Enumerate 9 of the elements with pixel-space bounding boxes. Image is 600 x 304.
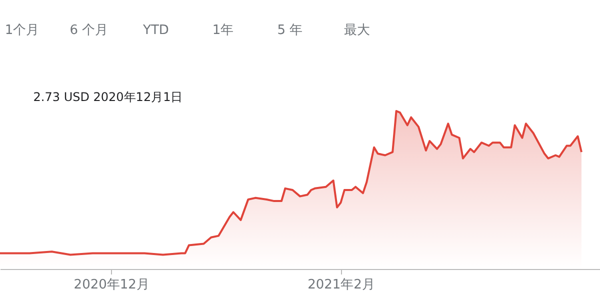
text: 1个月: [4, 23, 40, 38]
x-tick-label: 2021年2月: [308, 278, 375, 292]
text: 最大: [344, 23, 370, 38]
text: 5 年: [277, 23, 303, 38]
text: YTD: [142, 23, 169, 38]
text: 1年: [212, 23, 234, 38]
text: 2.73 USD 2020年12月1日: [33, 90, 183, 104]
x-tick-label: 2020年12月: [74, 278, 150, 292]
text: 6 个月: [70, 23, 108, 38]
